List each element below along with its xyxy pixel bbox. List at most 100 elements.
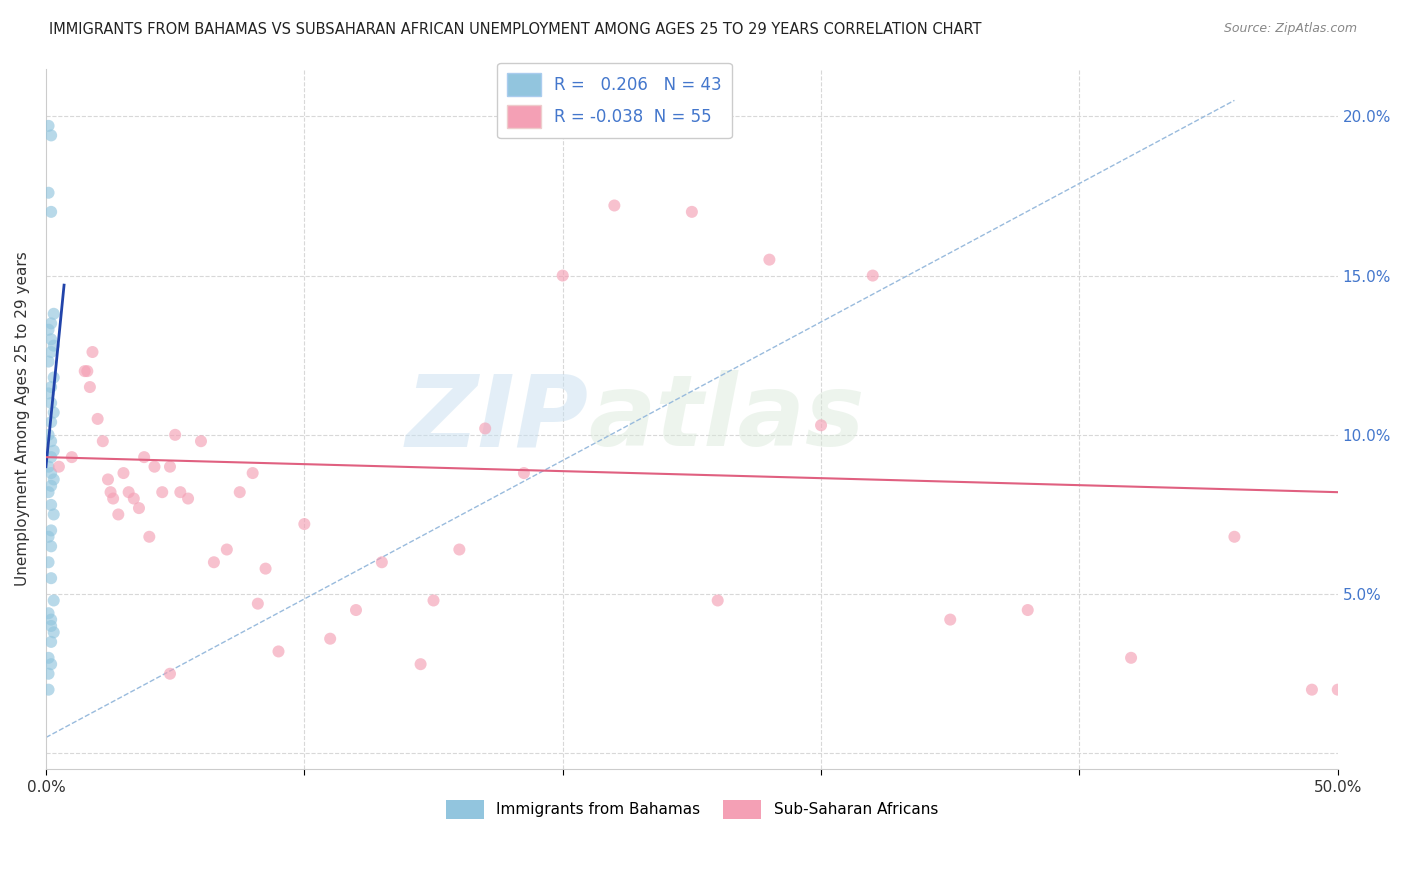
- Point: [1017, 603, 1039, 617]
- Point: [42, 443, 65, 458]
- Point: [128, 501, 150, 516]
- Point: [39, 479, 62, 493]
- Point: [551, 268, 574, 283]
- Point: [159, 459, 181, 474]
- Text: Source: ZipAtlas.com: Source: ZipAtlas.com: [1223, 22, 1357, 36]
- Point: [1223, 530, 1246, 544]
- Point: [1119, 650, 1142, 665]
- Point: [107, 508, 129, 522]
- Point: [810, 418, 832, 433]
- Point: [603, 198, 626, 212]
- Point: [371, 555, 394, 569]
- Point: [159, 666, 181, 681]
- Point: [862, 268, 884, 283]
- Point: [246, 597, 269, 611]
- Point: [42, 625, 65, 640]
- Point: [38, 386, 60, 401]
- Point: [165, 427, 187, 442]
- Point: [267, 644, 290, 658]
- Point: [449, 542, 471, 557]
- Point: [39, 434, 62, 449]
- Point: [254, 561, 277, 575]
- Point: [38, 354, 60, 368]
- Text: atlas: atlas: [589, 370, 865, 467]
- Point: [122, 491, 145, 506]
- Point: [42, 472, 65, 486]
- Point: [76, 364, 98, 378]
- Point: [39, 524, 62, 538]
- Point: [474, 421, 496, 435]
- Point: [939, 613, 962, 627]
- Point: [38, 186, 60, 200]
- Point: [202, 555, 225, 569]
- Point: [39, 317, 62, 331]
- Point: [38, 650, 60, 665]
- Point: [38, 555, 60, 569]
- Point: [138, 530, 160, 544]
- Point: [150, 485, 173, 500]
- Point: [48, 459, 70, 474]
- Point: [169, 485, 191, 500]
- Point: [42, 593, 65, 607]
- Point: [513, 466, 536, 480]
- Point: [39, 657, 62, 672]
- Point: [143, 459, 166, 474]
- Point: [1301, 682, 1323, 697]
- Text: IMMIGRANTS FROM BAHAMAS VS SUBSAHARAN AFRICAN UNEMPLOYMENT AMONG AGES 25 TO 29 Y: IMMIGRANTS FROM BAHAMAS VS SUBSAHARAN AF…: [49, 22, 981, 37]
- Point: [422, 593, 444, 607]
- Point: [38, 682, 60, 697]
- Point: [38, 530, 60, 544]
- Point: [177, 491, 200, 506]
- Point: [39, 345, 62, 359]
- Point: [100, 485, 122, 500]
- Point: [39, 380, 62, 394]
- Point: [242, 466, 264, 480]
- Point: [39, 619, 62, 633]
- Point: [42, 338, 65, 352]
- Point: [42, 405, 65, 419]
- Point: [39, 415, 62, 429]
- Point: [39, 635, 62, 649]
- Point: [38, 459, 60, 474]
- Point: [39, 539, 62, 553]
- Point: [134, 450, 156, 464]
- Point: [79, 380, 101, 394]
- Point: [38, 427, 60, 442]
- Point: [42, 370, 65, 384]
- Text: ZIP: ZIP: [405, 370, 589, 467]
- Point: [82, 345, 104, 359]
- Point: [319, 632, 342, 646]
- Point: [1326, 682, 1348, 697]
- Point: [73, 364, 96, 378]
- Point: [38, 666, 60, 681]
- Point: [229, 485, 252, 500]
- Point: [190, 434, 212, 449]
- Point: [42, 508, 65, 522]
- Point: [39, 450, 62, 464]
- Point: [758, 252, 780, 267]
- Point: [39, 396, 62, 410]
- Point: [38, 485, 60, 500]
- Point: [112, 466, 135, 480]
- Point: [97, 472, 120, 486]
- Point: [91, 434, 114, 449]
- Legend: Immigrants from Bahamas, Sub-Saharan Africans: Immigrants from Bahamas, Sub-Saharan Afr…: [440, 794, 943, 825]
- Point: [681, 205, 703, 219]
- Point: [215, 542, 238, 557]
- Point: [39, 613, 62, 627]
- Point: [409, 657, 432, 672]
- Point: [42, 307, 65, 321]
- Point: [39, 571, 62, 585]
- Point: [38, 119, 60, 133]
- Point: [344, 603, 367, 617]
- Point: [101, 491, 124, 506]
- Point: [86, 412, 108, 426]
- Point: [39, 466, 62, 480]
- Point: [39, 498, 62, 512]
- Point: [292, 516, 315, 531]
- Point: [38, 606, 60, 620]
- Point: [39, 128, 62, 143]
- Point: [39, 205, 62, 219]
- Point: [39, 332, 62, 346]
- Point: [706, 593, 728, 607]
